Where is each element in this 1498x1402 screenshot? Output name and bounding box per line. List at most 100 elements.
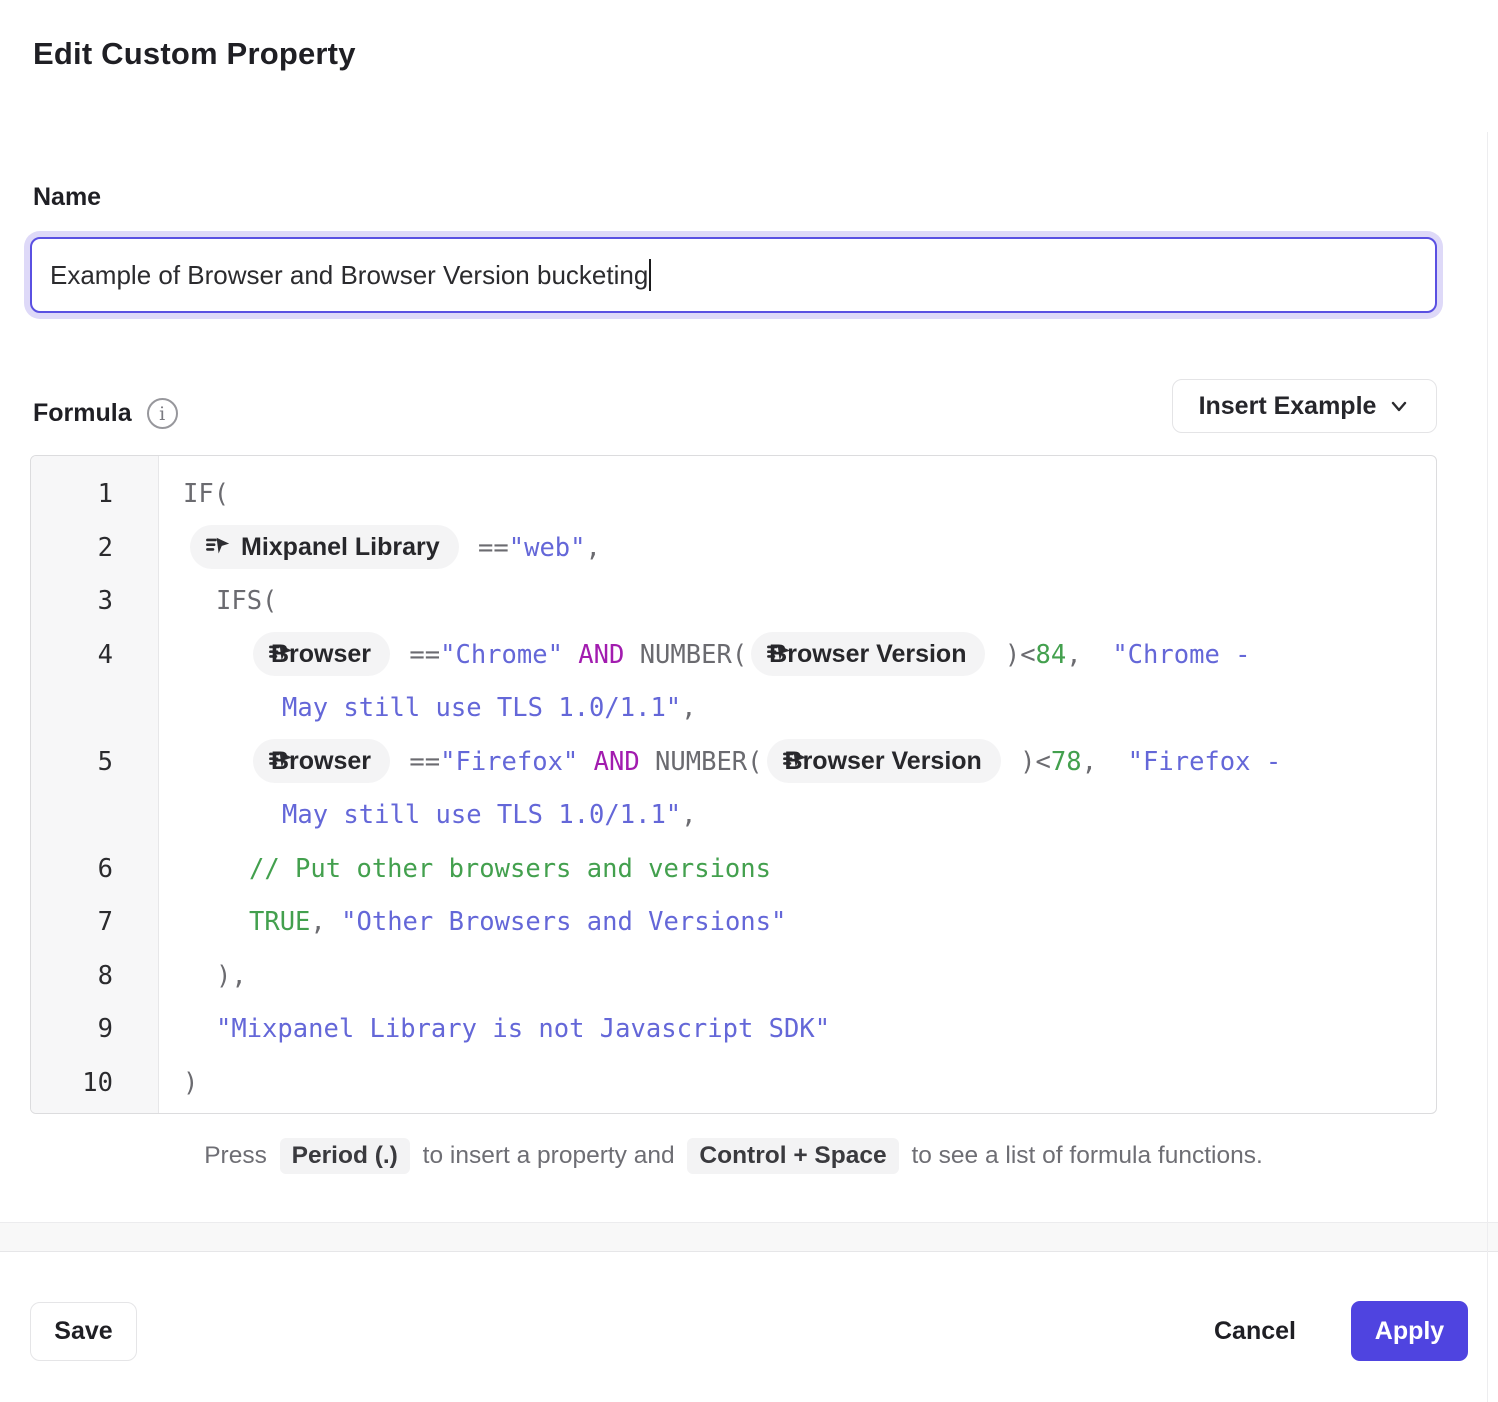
- event-property-icon: [206, 537, 230, 554]
- code-token-plain: )<: [989, 639, 1036, 670]
- code-token-string: "Firefox -: [1127, 746, 1297, 777]
- line-number: 10: [82, 1067, 113, 1098]
- hint-middle: to insert a property and: [422, 1142, 675, 1169]
- code-line-8: 8),: [31, 950, 1436, 1004]
- code-line-7: 7 TRUE, "Other Browsers and Versions": [31, 896, 1436, 950]
- code-token-num: 84: [1035, 639, 1067, 670]
- code-token-plain: ,: [310, 907, 342, 937]
- code-line-10: 10): [31, 1057, 1436, 1111]
- property-chip-label: Mixpanel Library: [241, 532, 440, 561]
- info-icon[interactable]: i: [146, 398, 178, 429]
- code-token-plain: ,: [681, 800, 697, 830]
- save-button[interactable]: Save: [30, 1302, 137, 1361]
- kbd-control-space: Control + Space: [687, 1138, 899, 1174]
- code-token-plain: IFS(: [216, 586, 278, 616]
- code-token-plain: ==: [462, 532, 509, 563]
- code-token-plain: ): [183, 1067, 199, 1098]
- code-token-bool: TRUE: [249, 907, 311, 937]
- name-input-value: Example of Browser and Browser Version b…: [50, 259, 649, 290]
- insert-example-label: Insert Example: [1198, 391, 1377, 420]
- line-number: 3: [97, 586, 113, 616]
- code-token-string: May still use TLS 1.0/1.1": [282, 800, 682, 830]
- event-property-icon: [767, 644, 791, 661]
- hint-press: Press: [204, 1142, 267, 1169]
- property-chip[interactable]: Browser: [253, 738, 391, 783]
- chevron-down-icon: [1392, 401, 1407, 412]
- code-token-plain: NUMBER(: [655, 746, 763, 777]
- code-line-4: 4 Browser =="Chrome" AND NUMBER( Browser V…: [31, 629, 1436, 736]
- code-token-plain: )<: [1004, 746, 1051, 777]
- property-chip[interactable]: Browser: [253, 631, 391, 676]
- code-token-plain: ==: [394, 746, 441, 777]
- line-number: 8: [97, 960, 113, 991]
- line-number: 5: [97, 746, 113, 777]
- code-line-6: 6 // Put other browsers and versions: [31, 843, 1436, 897]
- code-token-string: May still use TLS 1.0/1.1": [282, 693, 682, 723]
- scrollbar-track[interactable]: [1487, 132, 1488, 1402]
- line-number: 4: [97, 639, 113, 670]
- property-chip-label: Browser: [271, 746, 372, 775]
- page-title: Edit Custom Property: [33, 36, 356, 71]
- text-caret: [649, 259, 652, 291]
- event-property-icon: [269, 644, 293, 661]
- property-chip[interactable]: Browser Version: [766, 738, 1001, 783]
- cancel-button[interactable]: Cancel: [1198, 1302, 1312, 1361]
- formula-editor[interactable]: 1 IF(2 Mixpanel Library =="web", 3 IFS(4 Brow…: [30, 455, 1437, 1114]
- code-line-content: IFS(: [183, 575, 1436, 629]
- code-token-string: "Chrome": [440, 639, 563, 670]
- event-property-icon: [269, 751, 293, 768]
- code-line-2: 2 Mixpanel Library =="web",: [31, 522, 1436, 576]
- code-token-string: "web": [508, 532, 586, 563]
- code-token-plain: ,: [681, 693, 697, 723]
- code-token-plain: ==: [394, 639, 441, 670]
- name-label: Name: [33, 183, 102, 211]
- property-chip[interactable]: Browser Version: [751, 631, 986, 676]
- code-token-op: AND: [578, 746, 656, 777]
- insert-example-button[interactable]: Insert Example: [1172, 379, 1437, 433]
- property-chip-label: Browser: [271, 639, 372, 668]
- code-line-content: TRUE, "Other Browsers and Versions": [183, 896, 1436, 950]
- footer-divider: [0, 1222, 1498, 1252]
- code-line-content: ),: [183, 950, 1436, 1004]
- code-line-9: 9 "Mixpanel Library is not Javascript SDK…: [31, 1003, 1436, 1057]
- property-chip-label: Browser Version: [784, 746, 982, 775]
- code-line-content: Mixpanel Library =="web",: [183, 522, 1436, 576]
- editor-hint: Press Period (.) to insert a property an…: [30, 1138, 1437, 1174]
- property-chip-label: Browser Version: [769, 639, 967, 668]
- code-token-string: "Mixpanel Library is not Javascript SDK": [216, 1014, 831, 1044]
- code-token-plain: ,: [1081, 746, 1128, 777]
- code-token-plain: ,: [585, 532, 601, 563]
- apply-button[interactable]: Apply: [1351, 1301, 1468, 1361]
- formula-editor-lines: 1 IF(2 Mixpanel Library =="web", 3 IFS(4 Brow…: [31, 456, 1436, 1113]
- code-line-5: 5 Browser =="Firefox" AND NUMBER( Browser …: [31, 736, 1436, 843]
- code-line-content: "Mixpanel Library is not Javascript SDK": [183, 1003, 1436, 1057]
- kbd-period: Period (.): [279, 1138, 410, 1174]
- hint-suffix: to see a list of formula functions.: [911, 1142, 1263, 1169]
- code-token-string: "Other Browsers and Versions": [341, 907, 787, 937]
- line-number: 9: [97, 1014, 113, 1044]
- line-number: 7: [97, 907, 113, 937]
- code-line-content: Browser =="Chrome" AND NUMBER( Browser Ve…: [183, 629, 1436, 736]
- code-token-plain: ,: [1066, 639, 1113, 670]
- formula-label: Formula: [33, 399, 132, 427]
- code-token-string: "Chrome -: [1112, 639, 1266, 670]
- code-token-string: "Firefox": [440, 746, 579, 777]
- code-line-1: 1 IF(: [31, 468, 1436, 522]
- name-input[interactable]: Example of Browser and Browser Version b…: [30, 237, 1437, 313]
- code-line-3: 3 IFS(: [31, 575, 1436, 629]
- code-token-plain: NUMBER(: [639, 639, 748, 670]
- formula-header: Formula i: [33, 398, 178, 429]
- code-token-comment: // Put other browsers and versions: [249, 853, 771, 884]
- code-token-op: AND: [562, 639, 640, 670]
- code-token-num: 78: [1050, 746, 1082, 777]
- code-token-plain: ),: [216, 960, 247, 991]
- event-property-icon: [782, 751, 806, 768]
- code-line-content: ): [183, 1057, 1436, 1111]
- line-number: 2: [97, 532, 113, 563]
- line-number: 1: [97, 479, 113, 509]
- code-line-content: // Put other browsers and versions: [183, 843, 1436, 897]
- property-chip[interactable]: Mixpanel Library: [190, 524, 459, 569]
- line-number: 6: [97, 853, 113, 884]
- code-token-plain: IF(: [183, 479, 230, 509]
